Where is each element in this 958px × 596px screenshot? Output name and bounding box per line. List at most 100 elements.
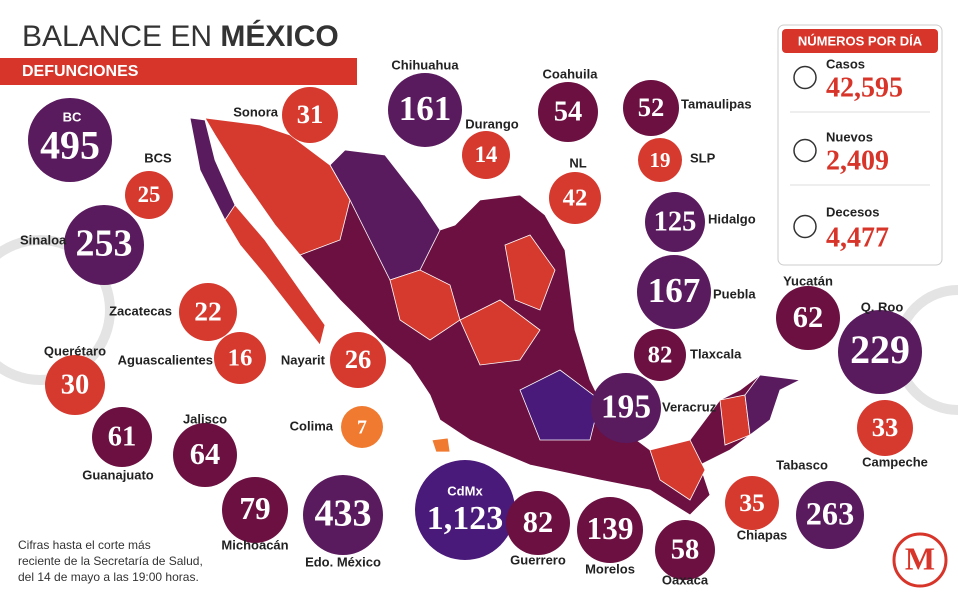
panel-icon <box>793 65 817 90</box>
state-name: NL <box>569 155 586 170</box>
state-bubble <box>637 255 711 329</box>
panel-box <box>777 24 943 266</box>
state-bubble <box>634 329 686 381</box>
state-value: 30 <box>61 370 90 401</box>
state-value: 25 <box>138 182 161 207</box>
state-value: 54 <box>554 97 583 128</box>
state-name: BCS <box>144 150 172 165</box>
state-value: 433 <box>315 493 372 535</box>
footnote: reciente de la Secretaría de Salud, <box>18 554 203 568</box>
state-value: 19 <box>650 148 671 172</box>
state-name: Puebla <box>713 286 756 301</box>
footnote: Cifras hasta el corte más <box>18 538 151 552</box>
map <box>189 117 802 516</box>
panel-title: NÚMEROS POR DÍA <box>798 33 923 48</box>
region-sonora <box>204 117 351 256</box>
state-name: Guerrero <box>510 552 566 567</box>
state-value: 195 <box>601 389 651 426</box>
state-bubble <box>638 138 682 182</box>
state-value: 263 <box>806 495 854 531</box>
state-bubble <box>45 355 105 415</box>
state-bubble <box>173 423 237 487</box>
state-bubble <box>282 87 338 143</box>
state-name: Aguascalientes <box>118 352 213 367</box>
state-name: Morelos <box>585 561 635 576</box>
state-name: BC <box>63 109 82 124</box>
state-value: 61 <box>108 422 137 453</box>
state-name: Zacatecas <box>109 303 172 318</box>
region-center <box>459 299 541 366</box>
state-bubble <box>330 332 386 388</box>
state-value: 495 <box>40 122 100 167</box>
state-name: Nayarit <box>281 352 326 367</box>
state-name: Q. Roo <box>861 299 904 314</box>
state-bubble <box>341 406 383 448</box>
state-value: 64 <box>190 437 220 471</box>
state-name: Jalisco <box>183 411 227 426</box>
state-value: 58 <box>671 535 700 566</box>
panel-value: 2,409 <box>826 145 889 176</box>
state-bubble <box>388 73 462 147</box>
state-bubble <box>796 481 864 549</box>
state-name: Tabasco <box>776 457 828 472</box>
state-bubble <box>125 171 173 219</box>
state-value: 16 <box>228 345 253 372</box>
state-bubble <box>857 400 913 456</box>
state-bubble <box>538 82 598 142</box>
panel: NÚMEROS POR DÍA <box>777 24 943 266</box>
state-name: Tamaulipas <box>681 96 752 111</box>
state-value: 26 <box>345 344 372 374</box>
state-bubble <box>415 460 515 560</box>
state-value: 139 <box>587 511 634 546</box>
state-value: 35 <box>739 488 765 517</box>
state-name: Yucatán <box>783 273 833 288</box>
state-value: 33 <box>872 412 899 442</box>
state-value: 229 <box>850 327 910 372</box>
panel-label: Decesos <box>826 204 879 219</box>
state-name: Coahuila <box>543 66 599 81</box>
state-value: 1,123 <box>427 500 504 537</box>
state-bubble <box>577 497 643 563</box>
region-yucatan <box>744 374 802 436</box>
panel-value: 42,595 <box>826 72 903 103</box>
bcs <box>224 204 326 346</box>
state-name: Campeche <box>862 454 928 469</box>
panel-value: 4,477 <box>826 222 889 253</box>
state-value: 253 <box>76 223 133 265</box>
state-value: 62 <box>793 300 823 334</box>
state-value: 161 <box>399 89 452 128</box>
state-bubble <box>725 476 779 530</box>
state-value: 52 <box>638 92 665 122</box>
subtitle: DEFUNCIONES <box>22 63 139 80</box>
state-name: Hidalgo <box>708 211 756 226</box>
state-name: Sonora <box>233 104 279 119</box>
panel-label: Nuevos <box>826 129 873 144</box>
state-value: 79 <box>239 491 270 526</box>
state-bubble <box>462 131 510 179</box>
state-bubble <box>28 98 112 182</box>
region-colima <box>431 437 451 453</box>
state-bubble <box>549 172 601 224</box>
state-bubble <box>645 192 705 252</box>
state-name: Chiapas <box>737 527 788 542</box>
state-name: SLP <box>690 150 716 165</box>
state-bubble <box>776 286 840 350</box>
state-value: 82 <box>648 342 673 369</box>
title-part: BALANCE EN <box>22 20 220 53</box>
state-name: Michoacán <box>221 537 288 552</box>
state-value: 22 <box>194 295 222 326</box>
logo: M <box>905 540 935 576</box>
state-value: 7 <box>357 417 367 439</box>
state-value: 125 <box>654 207 697 238</box>
state-bubble <box>214 332 266 384</box>
title: BALANCE EN MÉXICO <box>22 19 339 53</box>
panel-icon <box>793 138 817 163</box>
state-bubble <box>303 475 383 555</box>
state-bubble <box>179 283 237 341</box>
state-name: Chihuahua <box>391 57 459 72</box>
state-name: Edo. México <box>305 554 381 569</box>
state-name: Durango <box>465 116 519 131</box>
region-nl <box>504 234 556 311</box>
